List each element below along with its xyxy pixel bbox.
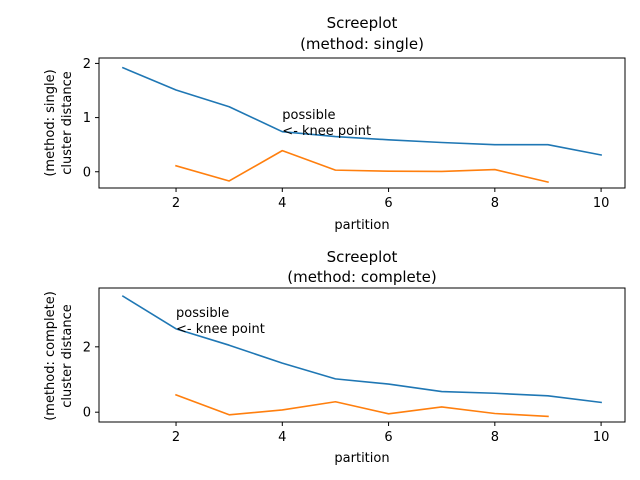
x-tick-label: 8 bbox=[491, 196, 499, 211]
annotation-line1: possible bbox=[176, 306, 229, 321]
subplot-single: Screeplot (method: single) 2 4 6 8 10 0 1 2 pa… bbox=[43, 14, 626, 233]
x-tick-label: 6 bbox=[384, 196, 392, 211]
series-line-1 bbox=[175, 393, 549, 418]
chart-title: Screeplot bbox=[327, 248, 398, 266]
subplot-complete: Screeplot (method: complete) 2 4 6 8 10 0 2 p… bbox=[43, 248, 626, 466]
plot-frame bbox=[98, 287, 626, 423]
x-tick-label: 2 bbox=[172, 430, 180, 445]
y-axis-label-line2: cluster distance bbox=[60, 304, 75, 407]
series-line-0 bbox=[121, 295, 602, 404]
annotation-line2: <- knee point bbox=[176, 322, 265, 337]
y-tick-label: 1 bbox=[83, 111, 91, 126]
chart-title: Screeplot bbox=[327, 14, 398, 32]
x-tick-label: 4 bbox=[278, 196, 286, 211]
x-tick-label: 10 bbox=[593, 430, 610, 445]
y-axis-label-line1: (method: single) bbox=[43, 69, 58, 176]
series-line-1 bbox=[175, 149, 549, 184]
plot-frame bbox=[98, 57, 626, 189]
y-tick-label: 2 bbox=[83, 340, 91, 355]
x-axis-label: partition bbox=[334, 218, 389, 233]
y-axis-label-line1: (method: complete) bbox=[43, 291, 58, 421]
x-tick-label: 2 bbox=[172, 196, 180, 211]
chart-subtitle: (method: single) bbox=[300, 35, 424, 53]
chart-subtitle: (method: complete) bbox=[287, 268, 437, 286]
annotation-line2: <- knee point bbox=[282, 124, 371, 139]
annotation-line1: possible bbox=[282, 108, 335, 123]
x-tick-label: 4 bbox=[278, 430, 286, 445]
y-axis-label-line2: cluster distance bbox=[60, 71, 75, 174]
y-tick-label: 0 bbox=[83, 406, 91, 421]
x-tick-label: 10 bbox=[593, 196, 610, 211]
series-line-0 bbox=[121, 66, 603, 156]
x-tick-label: 6 bbox=[384, 430, 392, 445]
y-tick-label: 2 bbox=[83, 57, 91, 72]
x-tick-label: 8 bbox=[491, 430, 499, 445]
y-tick-label: 0 bbox=[83, 165, 91, 180]
x-axis-label: partition bbox=[334, 451, 389, 466]
